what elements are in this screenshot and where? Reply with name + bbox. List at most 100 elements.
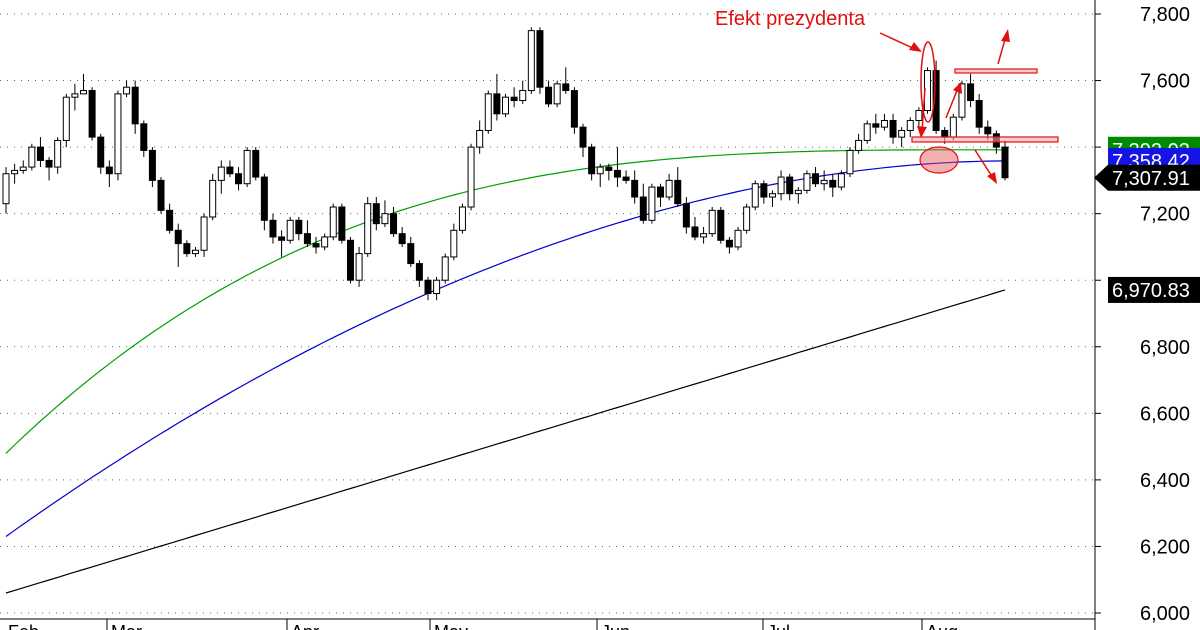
candle-body <box>484 93 492 131</box>
candle-body <box>329 206 337 238</box>
candle <box>433 276 441 301</box>
candle-body <box>725 239 733 248</box>
candle-body <box>863 123 871 141</box>
candle <box>346 236 354 284</box>
candle <box>11 163 19 184</box>
candle-body <box>157 179 165 211</box>
candle <box>657 183 665 208</box>
candle <box>398 226 406 247</box>
candle <box>622 170 630 184</box>
candle-body <box>278 236 286 241</box>
candle <box>390 207 398 237</box>
candle-body <box>829 179 837 188</box>
month-label: Jun <box>601 622 630 630</box>
moving-average-line <box>5 149 1005 454</box>
y-tick-label: 6,000 <box>1140 603 1190 625</box>
month-label: Apr <box>291 622 319 630</box>
candle-body <box>751 183 759 208</box>
candle <box>562 67 570 94</box>
rise-arrowhead <box>953 82 962 94</box>
support-band <box>911 136 1059 143</box>
chart-grid <box>0 13 1095 614</box>
candle <box>527 27 535 94</box>
candle-body <box>424 279 432 295</box>
candle <box>424 276 432 301</box>
candle <box>958 80 966 121</box>
candle <box>114 90 122 181</box>
candle-body <box>553 83 561 105</box>
candle-body <box>346 239 354 281</box>
up-arrowhead <box>1001 29 1010 42</box>
y-tick-label: 7,200 <box>1140 204 1190 226</box>
candle-body <box>622 176 630 181</box>
candle <box>665 173 673 201</box>
candlesticks <box>2 27 1009 301</box>
candle-body <box>665 179 673 198</box>
candle <box>278 230 286 257</box>
candle-body <box>613 169 621 178</box>
candle <box>174 223 182 267</box>
candle-body <box>588 146 596 175</box>
candle <box>364 197 372 257</box>
candle-body <box>596 166 604 175</box>
candle <box>269 213 277 244</box>
drop-arrowhead <box>917 126 927 138</box>
candle <box>579 123 587 158</box>
candle-body <box>975 100 983 128</box>
candle <box>123 80 131 98</box>
candle <box>45 157 53 181</box>
candle-body <box>2 173 10 205</box>
candle-body <box>906 119 914 131</box>
candle-body <box>932 70 940 131</box>
month-label: May <box>434 622 468 630</box>
candle-body <box>708 209 716 235</box>
candle <box>898 127 906 148</box>
candle <box>829 173 837 198</box>
moving-average-lines <box>5 149 1006 594</box>
candle-body <box>19 166 27 171</box>
candle-body <box>62 96 70 141</box>
candle-body <box>734 229 742 248</box>
candle <box>191 246 199 257</box>
candle <box>450 223 458 261</box>
candle-body <box>407 243 415 265</box>
candle <box>97 133 105 174</box>
candle <box>760 180 768 204</box>
month-label: Aug <box>926 622 958 630</box>
candle <box>708 207 716 237</box>
candle <box>131 80 139 134</box>
candle-body <box>941 129 949 138</box>
candle <box>321 233 329 251</box>
month-axis: Feb Mar Apr May Jun Jul Aug <box>0 618 1095 630</box>
candle-body <box>967 83 975 102</box>
candle <box>915 107 923 128</box>
candle-body <box>200 216 208 251</box>
annotations: Efekt prezydenta <box>715 8 1059 184</box>
candle <box>295 216 303 241</box>
month-label: Jul <box>767 622 790 630</box>
candle-body <box>390 213 398 235</box>
candle <box>794 187 802 204</box>
candle <box>458 203 466 234</box>
candle-body <box>45 159 53 168</box>
y-tick-label: 6,200 <box>1140 536 1190 558</box>
candle-body <box>631 179 639 198</box>
moving-average-line <box>5 289 1006 594</box>
candle-body <box>36 146 44 161</box>
candle-body <box>269 219 277 238</box>
candle-body <box>364 203 372 255</box>
candle-body <box>691 226 699 238</box>
candle <box>415 260 423 287</box>
candle-body <box>191 249 199 255</box>
candle-body <box>450 229 458 258</box>
candle <box>734 226 742 251</box>
candle <box>62 93 70 148</box>
candle <box>570 87 578 134</box>
candle-body <box>441 256 449 281</box>
candle <box>493 73 501 121</box>
candle-body <box>226 166 234 175</box>
candle-body <box>536 30 544 88</box>
y-tick-label: 6,600 <box>1140 403 1190 425</box>
candle-body <box>657 186 665 198</box>
candle-body <box>674 179 682 205</box>
